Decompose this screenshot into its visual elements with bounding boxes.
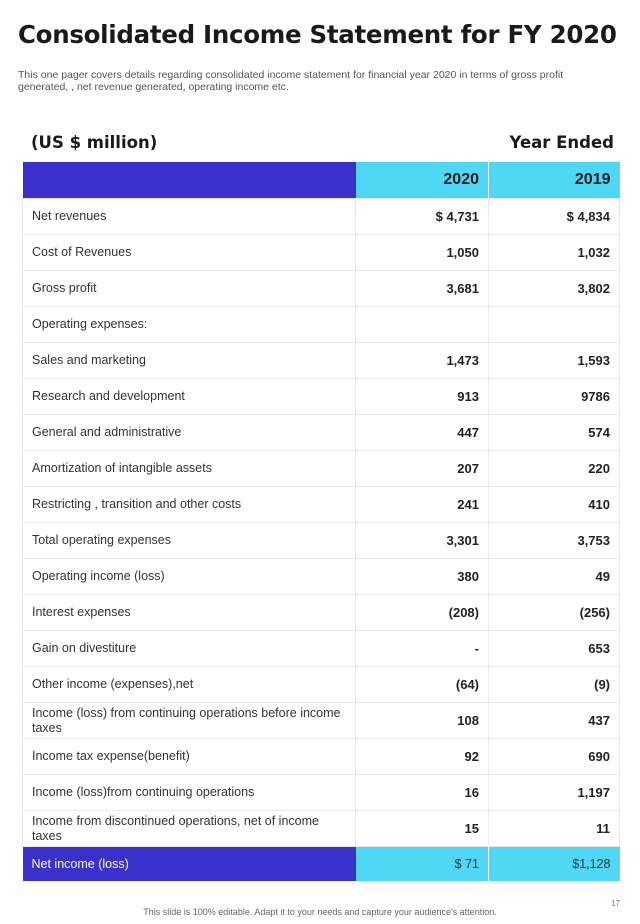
row-label: Amortization of intangible assets [22,450,356,487]
table-row: Cost of Revenues 1,050 1,032 [22,234,620,271]
row-value-2019: 410 [488,486,620,523]
table-row: General and administrative 447 574 [22,414,620,451]
row-value-2020: 380 [355,558,489,595]
row-label: Total operating expenses [22,522,356,559]
row-value-2019: 1,593 [488,342,620,379]
row-value-2019 [488,306,620,343]
table-row: Sales and marketing 1,473 1,593 [22,342,620,379]
row-value-2019: 3,802 [488,270,620,307]
row-value-2019: 49 [488,558,620,595]
table-row: Gross profit 3,681 3,802 [22,270,620,307]
row-value-2020: 1,050 [355,234,489,271]
table-row: Operating expenses: [22,306,620,343]
row-label: Restricting , transition and other costs [22,486,356,523]
row-label: Research and development [22,378,356,415]
table-row: Net revenues $ 4,731 $ 4,834 [22,198,620,235]
table-row: Income (loss) from continuing operations… [22,702,620,739]
table-row: Operating income (loss) 380 49 [22,558,620,595]
row-label: Cost of Revenues [22,234,356,271]
row-label: Income from discontinued operations, net… [22,810,356,847]
table-row: Interest expenses (208) (256) [22,594,620,631]
row-label: Interest expenses [22,594,356,631]
table-row: Amortization of intangible assets 207 220 [22,450,620,487]
row-label: Income (loss) from continuing operations… [22,702,356,739]
row-value-2020: 913 [355,378,489,415]
row-value-2019: 574 [488,414,620,451]
row-label: Operating expenses: [22,306,356,343]
table-row: Income from discontinued operations, net… [22,810,620,847]
header-blank-cell [22,162,356,199]
row-value-2019: 653 [488,630,620,667]
row-value-2019: $1,128 [488,846,620,881]
row-value-2019: 437 [488,702,620,739]
year-2019-header: 2019 [488,162,620,199]
row-value-2020: 1,473 [355,342,489,379]
row-label: General and administrative [22,414,356,451]
table-row: Income (loss)from continuing operations 1… [22,774,620,811]
row-value-2020: 447 [355,414,489,451]
row-label: Gross profit [22,270,356,307]
row-label: Net revenues [22,198,356,235]
row-value-2020: 3,301 [355,522,489,559]
row-label: Income tax expense(benefit) [22,738,356,775]
row-label: Sales and marketing [22,342,356,379]
row-label: Net income (loss) [22,846,356,881]
row-value-2019: 220 [488,450,620,487]
table-row: Other income (expenses),net (64) (9) [22,666,620,703]
row-value-2020: 108 [355,702,489,739]
row-value-2020: - [355,630,489,667]
row-label: Income (loss)from continuing operations [22,774,356,811]
row-label: Gain on divestiture [22,630,356,667]
table-row: Gain on divestiture -653 [22,630,620,667]
row-value-2019: $ 4,834 [488,198,620,235]
row-value-2020: 3,681 [355,270,489,307]
row-value-2019: 1,197 [488,774,620,811]
row-value-2020: 15 [355,810,489,847]
row-label: Other income (expenses),net [22,666,356,703]
row-value-2019: 3,753 [488,522,620,559]
footer-note: This slide is 100% editable. Adapt it to… [143,907,497,917]
table-row: Income tax expense(benefit) 92 690 [22,738,620,775]
row-value-2019: (256) [488,594,620,631]
page-title: Consolidated Income Statement for FY 202… [18,20,617,49]
row-value-2019: 690 [488,738,620,775]
row-value-2020: $ 4,731 [355,198,489,235]
row-value-2020: $ 71 [355,846,489,881]
page-number: 17 [611,899,620,908]
row-value-2019: (9) [488,666,620,703]
page-subtitle: This one pager covers details regarding … [18,69,564,93]
table-row: Research and development 913 9786 [22,378,620,415]
row-value-2020: (64) [355,666,489,703]
row-value-2019: 1,032 [488,234,620,271]
year-2020-header: 2020 [355,162,489,199]
row-value-2020: 92 [355,738,489,775]
row-value-2020: 16 [355,774,489,811]
row-value-2020: 207 [355,450,489,487]
year-ended-label: Year Ended [509,133,614,152]
table-row: Total operating expenses 3,301 3,753 [22,522,620,559]
row-value-2020 [355,306,489,343]
net-income-row: Net income (loss) $ 71 $1,128 [22,846,620,881]
currency-unit-label: (US $ million) [31,133,158,152]
income-statement-table: 2020 2019 Net revenues $ 4,731 $ 4,834 Cost… [22,162,620,881]
row-value-2020: (208) [355,594,489,631]
row-value-2019: 11 [488,810,620,847]
row-value-2019: 9786 [488,378,620,415]
row-label: Operating income (loss) [22,558,356,595]
table-header-row: 2020 2019 [22,162,620,199]
row-value-2020: 241 [355,486,489,523]
table-row: Restricting , transition and other costs… [22,486,620,523]
